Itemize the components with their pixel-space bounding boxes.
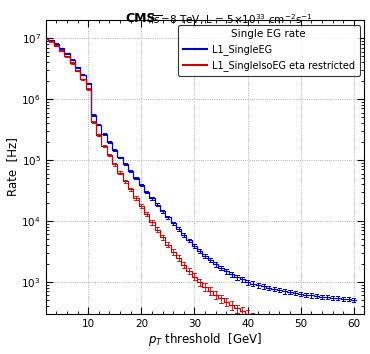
Legend: L1_SingleEG, L1_SingleIsoEG eta restricted: L1_SingleEG, L1_SingleIsoEG eta restrict…	[178, 24, 360, 76]
Y-axis label: Rate  [Hz]: Rate [Hz]	[6, 137, 18, 196]
Text: CMS: CMS	[125, 12, 156, 25]
X-axis label: $p_T$ threshold  [GeV]: $p_T$ threshold [GeV]	[148, 331, 262, 348]
Text: $\sqrt{s}$=8 TeV, L = 5$\times$10$^{33}$ cm$^{-2}$s$^{-1}$: $\sqrt{s}$=8 TeV, L = 5$\times$10$^{33}$…	[146, 12, 313, 27]
